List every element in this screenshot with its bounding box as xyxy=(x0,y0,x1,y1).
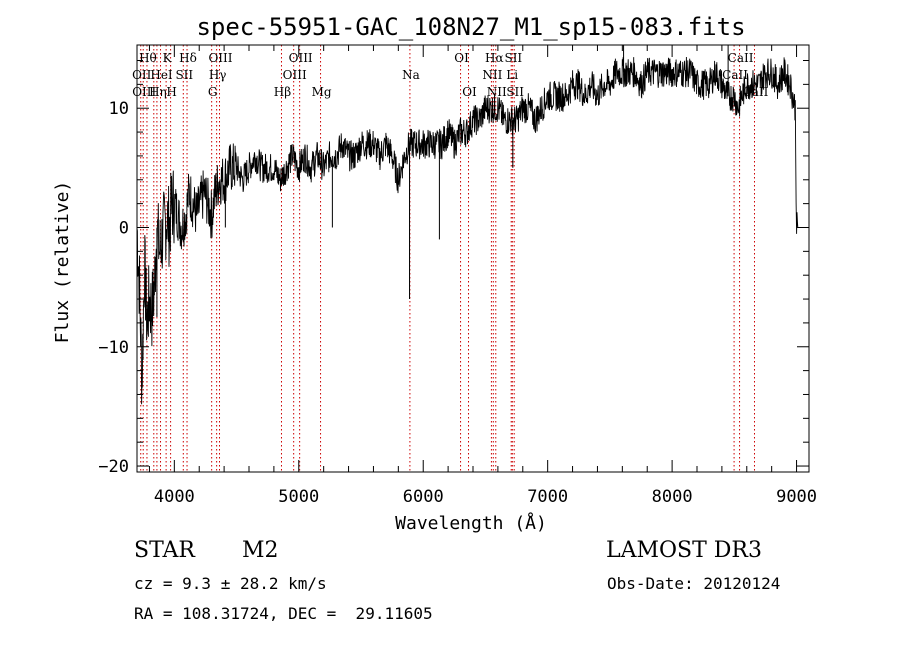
line-marker-label: SII xyxy=(504,51,522,65)
line-marker-label: H xyxy=(166,85,176,99)
line-marker-label: K xyxy=(163,51,173,65)
spectrum-group xyxy=(136,45,799,405)
line-marker-label: Hγ xyxy=(209,68,227,82)
x-tick-label: 5000 xyxy=(278,487,319,507)
x-axis-label: Wavelength (Å) xyxy=(395,512,547,534)
object-class: STAR xyxy=(134,538,195,563)
plot-frame xyxy=(136,44,810,473)
line-marker-group xyxy=(140,45,755,472)
x-tick-label: 8000 xyxy=(652,487,693,507)
line-marker-label: Hα xyxy=(485,51,504,65)
line-marker-label: SII xyxy=(506,85,524,99)
x-tick-label: 6000 xyxy=(403,487,444,507)
y-tick-label: 10 xyxy=(109,99,129,119)
line-marker-label: Na xyxy=(402,68,420,82)
line-marker-label: CaII xyxy=(722,68,748,82)
line-marker-label: CaII xyxy=(743,85,769,99)
line-marker-label: OIII xyxy=(289,51,313,65)
line-marker-label-group: OII OIII Hθ Hη HeI K H SII Hδ G Hγ OIII Hβ OIII OIII Mg… xyxy=(132,51,769,99)
x-tick-label: 9000 xyxy=(776,487,817,507)
y-tick-label: 0 xyxy=(119,218,129,238)
line-marker-label: OIII xyxy=(132,85,156,99)
line-marker-label: Hη xyxy=(149,85,167,99)
x-tick-label: 4000 xyxy=(154,487,195,507)
line-marker-label: OIII xyxy=(283,68,307,82)
line-marker-label: Li xyxy=(506,68,518,82)
y-tick-label: −20 xyxy=(98,457,129,477)
line-marker-label: OI xyxy=(462,85,477,99)
line-marker-label: Hδ xyxy=(179,51,197,65)
line-marker-label: Mg xyxy=(312,85,332,99)
y-tick-label: −10 xyxy=(98,338,129,358)
line-marker-label: G xyxy=(208,85,218,99)
line-marker-label: Hβ xyxy=(274,85,291,99)
redshift-value: cz = 9.3 ± 28.2 km/s xyxy=(134,574,327,593)
line-marker-label: OI xyxy=(454,51,469,65)
line-marker-label: SII xyxy=(175,68,193,82)
axes-group: 4000 5000 6000 7000 8000 9000 −20 −10 0 10 xyxy=(98,44,817,507)
line-marker-label: HeI xyxy=(150,68,173,82)
spectrum-line xyxy=(136,56,799,405)
chart-title: spec-55951-GAC_108N27_M1_sp15-083.fits xyxy=(196,13,745,41)
line-marker-label: NII xyxy=(482,68,502,82)
y-axis-label: Flux (relative) xyxy=(52,181,73,344)
line-marker-label: Hθ xyxy=(139,51,157,65)
x-tick-label: 7000 xyxy=(527,487,568,507)
coordinates: RA = 108.31724, DEC = 29.11605 xyxy=(134,604,433,623)
object-subclass: M2 xyxy=(242,538,279,563)
line-marker-label: OII xyxy=(132,68,152,82)
line-marker-label: NII xyxy=(487,85,507,99)
line-marker-label: OIII xyxy=(208,51,232,65)
survey-name: LAMOST DR3 xyxy=(606,538,762,563)
line-marker-label: CaII xyxy=(728,51,754,65)
obs-date: Obs-Date: 20120124 xyxy=(607,574,781,593)
